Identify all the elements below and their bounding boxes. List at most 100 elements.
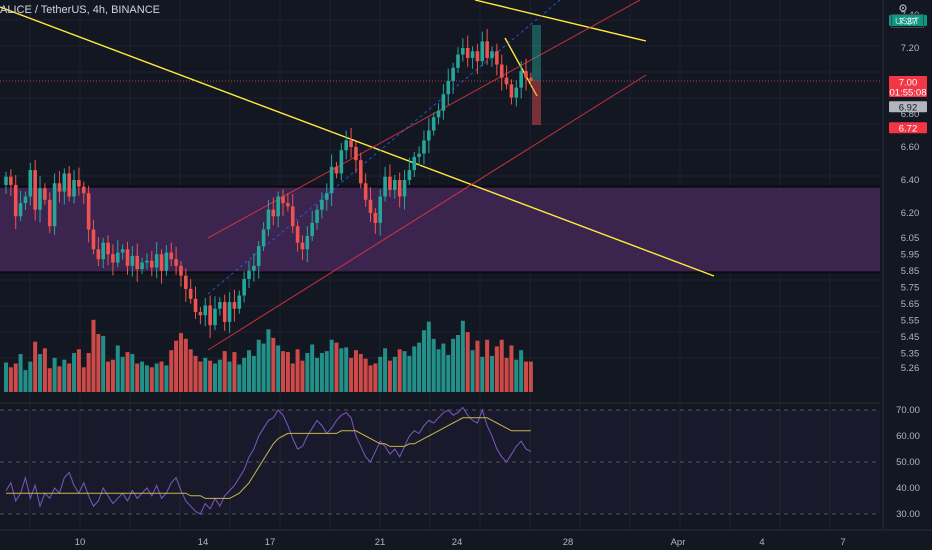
volume-bar bbox=[285, 352, 290, 392]
candle-body bbox=[349, 140, 353, 147]
candle-body bbox=[164, 252, 169, 271]
candle-body bbox=[213, 308, 217, 326]
volume-bar bbox=[261, 343, 266, 392]
volume-bar bbox=[242, 357, 247, 392]
high-price-tag bbox=[889, 14, 927, 26]
candle-body bbox=[431, 117, 436, 131]
volume-bar bbox=[431, 338, 436, 392]
volume-bar bbox=[110, 359, 115, 392]
candle-body bbox=[96, 249, 101, 260]
volume-bar bbox=[446, 354, 451, 392]
candle-body bbox=[38, 188, 42, 210]
time-tick-label: 4 bbox=[759, 537, 764, 548]
candle-body bbox=[81, 186, 86, 194]
candle-body bbox=[135, 255, 140, 270]
rsi-panel bbox=[0, 406, 880, 515]
candle-body bbox=[159, 254, 164, 271]
volume-bar bbox=[305, 353, 310, 392]
time-tick-label: 7 bbox=[840, 537, 845, 548]
volume-bar bbox=[247, 350, 251, 392]
candle-body bbox=[465, 48, 470, 58]
candle-body bbox=[140, 262, 144, 270]
grey-price-tag bbox=[889, 101, 927, 113]
candle-body bbox=[247, 270, 251, 279]
candle-body bbox=[290, 206, 295, 227]
candle-body bbox=[358, 160, 363, 184]
candle-body bbox=[422, 140, 426, 154]
candle-body bbox=[276, 196, 280, 217]
volume-bar bbox=[33, 341, 38, 392]
candle-body bbox=[451, 67, 455, 81]
volume-bar bbox=[441, 343, 446, 392]
candle-body bbox=[329, 166, 334, 194]
candle-body bbox=[145, 260, 149, 263]
volume-bar bbox=[281, 351, 286, 392]
volume-bar bbox=[300, 360, 305, 392]
candle-body bbox=[120, 249, 125, 253]
volume-bar bbox=[28, 361, 33, 392]
volume-bar bbox=[470, 350, 475, 392]
candle-body bbox=[23, 196, 28, 204]
volume-bar bbox=[169, 350, 174, 392]
volume-bar bbox=[368, 365, 373, 392]
volume-bar bbox=[310, 344, 315, 392]
volume-bar bbox=[227, 361, 232, 392]
candle-body bbox=[320, 199, 324, 210]
candle-body bbox=[28, 170, 33, 197]
candle-body bbox=[91, 229, 96, 250]
volume-bar bbox=[13, 363, 18, 392]
price-tick-label: 6.40 bbox=[901, 175, 920, 186]
candle-body bbox=[514, 87, 519, 98]
currency-button[interactable]: USDT bbox=[891, 14, 924, 28]
candle-body bbox=[412, 156, 417, 171]
volume-bar bbox=[178, 333, 183, 392]
candle-body bbox=[13, 184, 18, 217]
symbol-title: ALICE / TetherUS, 4h, BINANCE bbox=[0, 4, 160, 16]
candle-body bbox=[407, 170, 412, 180]
volume-bar bbox=[222, 351, 227, 392]
grey-price-tag-text: 6.92 bbox=[899, 103, 918, 114]
candle-body bbox=[86, 193, 91, 230]
volume-bar bbox=[528, 361, 533, 392]
price-tick-label: 6.20 bbox=[901, 208, 920, 219]
volume-bar bbox=[81, 367, 86, 392]
candle-body bbox=[184, 275, 188, 289]
volume-bar bbox=[217, 359, 222, 392]
time-tick-label: 21 bbox=[375, 537, 386, 548]
candle-body bbox=[310, 222, 314, 237]
candle-body bbox=[519, 71, 523, 88]
time-tick-label: 10 bbox=[75, 537, 86, 548]
price-tick-label: 6.80 bbox=[901, 109, 920, 120]
candle-body bbox=[130, 255, 135, 266]
candle-body bbox=[490, 51, 494, 58]
volume-bar bbox=[266, 329, 271, 392]
volume-bar bbox=[67, 363, 72, 392]
candle-body bbox=[218, 302, 222, 309]
candle-body bbox=[271, 209, 276, 217]
candle-body bbox=[427, 130, 431, 141]
gear-icon[interactable] bbox=[898, 3, 908, 13]
volume-bar bbox=[383, 348, 388, 392]
candle-body bbox=[232, 302, 237, 309]
candle-body bbox=[354, 147, 358, 161]
candle-body bbox=[499, 64, 504, 78]
price-tick-label: 5.85 bbox=[901, 266, 920, 277]
candle-body bbox=[242, 279, 246, 296]
volume-bar bbox=[76, 349, 81, 392]
volume-bar bbox=[397, 349, 402, 392]
volume-bar bbox=[149, 367, 154, 392]
candle-body bbox=[344, 140, 348, 151]
volume-bar bbox=[276, 345, 281, 392]
volume-bar bbox=[144, 365, 149, 392]
volume-bars bbox=[4, 319, 533, 392]
volume-bar bbox=[174, 340, 179, 392]
candle-body bbox=[441, 94, 446, 111]
candle-body bbox=[446, 81, 451, 95]
price-tick-label: 5.26 bbox=[901, 363, 920, 374]
volume-bar bbox=[72, 353, 77, 392]
volume-bar bbox=[198, 361, 203, 392]
candle-body bbox=[115, 252, 120, 263]
candle-body bbox=[461, 48, 465, 55]
